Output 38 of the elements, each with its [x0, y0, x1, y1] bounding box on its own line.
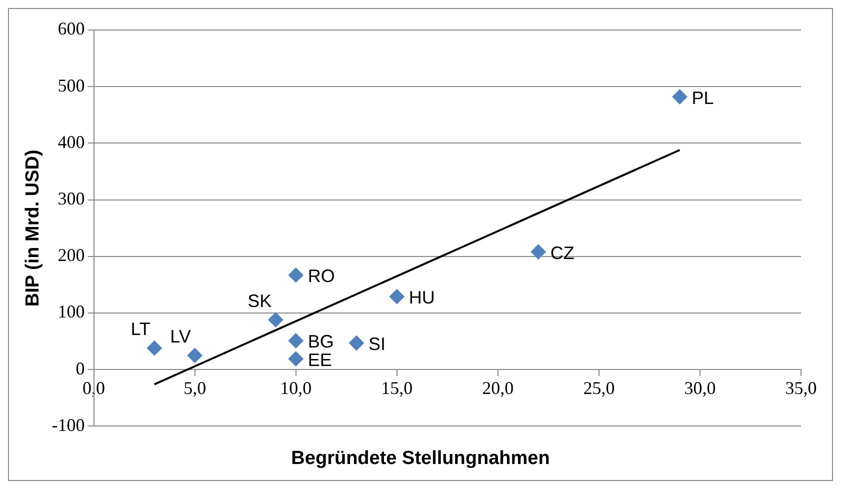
x-tick-label: 35,0: [785, 378, 817, 398]
point: [348, 336, 364, 350]
annotation: SK: [248, 290, 272, 311]
x-tick-label: 10,0: [280, 378, 312, 398]
point: [672, 89, 688, 104]
y-tick-label: 500: [58, 75, 85, 96]
x-axis-title: Begründete Stellungnahmen: [290, 448, 551, 470]
y-tick-label: 0: [76, 358, 85, 378]
point: [389, 289, 404, 304]
point: [146, 340, 162, 356]
x-tick-label: 0,0: [82, 378, 106, 398]
y-tick-label: 300: [58, 188, 85, 209]
point: [187, 348, 202, 363]
point: [530, 244, 546, 260]
y-tick-label: -100: [52, 414, 85, 435]
x-tick-label: 30,0: [684, 378, 716, 398]
y-tick-label: 100: [58, 302, 85, 322]
annotation: LV: [170, 326, 191, 346]
x-tick-label: 20,0: [482, 378, 514, 398]
annotation: RO: [308, 266, 335, 286]
annotation: BG: [308, 332, 334, 352]
x-tick-label: 15,0: [381, 378, 413, 398]
point: [268, 312, 284, 328]
annotation: CZ: [550, 242, 574, 263]
annotation: HU: [408, 288, 435, 308]
annotation: PL: [692, 88, 714, 108]
y-tick-label: 200: [58, 245, 85, 266]
annotation: LT: [130, 319, 150, 340]
annotation: EE: [308, 350, 332, 370]
point: [288, 333, 304, 348]
x-tick-label: 5,0: [184, 378, 206, 398]
point: [288, 351, 304, 366]
point: [288, 268, 304, 283]
y-axis-title: BIP (in Mrd. USD): [22, 150, 44, 307]
y-tick-label: 600: [58, 18, 85, 39]
x-tick-label: 25,0: [583, 378, 615, 398]
y-tick-label: 400: [58, 132, 85, 152]
annotation: SI: [368, 334, 386, 354]
